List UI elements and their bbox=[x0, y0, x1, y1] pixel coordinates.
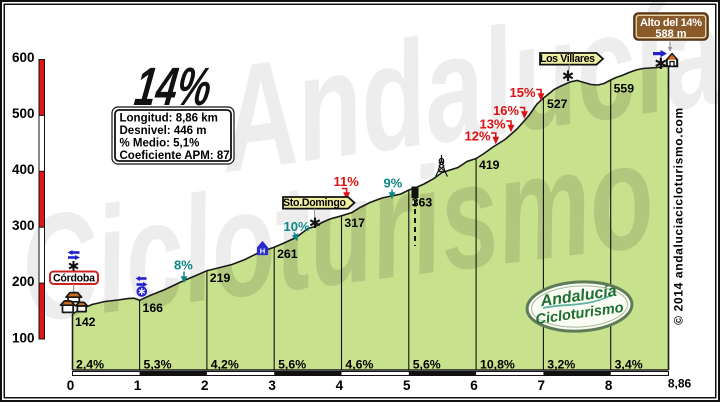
svg-text:142: 142 bbox=[75, 315, 96, 329]
svg-text:16%: 16% bbox=[493, 103, 519, 118]
svg-text:Los Villares: Los Villares bbox=[540, 53, 595, 65]
svg-text:6: 6 bbox=[470, 378, 478, 393]
svg-text:200: 200 bbox=[12, 274, 35, 289]
svg-text:0: 0 bbox=[67, 378, 75, 393]
svg-text:Córdoba: Córdoba bbox=[53, 272, 95, 284]
svg-text:3,2%: 3,2% bbox=[547, 358, 575, 372]
svg-text:300: 300 bbox=[12, 218, 35, 233]
svg-text:527: 527 bbox=[547, 97, 568, 111]
svg-text:15%: 15% bbox=[510, 85, 536, 100]
svg-text:588 m: 588 m bbox=[655, 28, 686, 40]
svg-text:4: 4 bbox=[336, 378, 344, 393]
svg-text:4,6%: 4,6% bbox=[345, 358, 373, 372]
svg-text:5,6%: 5,6% bbox=[278, 358, 306, 372]
svg-text:% Medio: 5,1%: % Medio: 5,1% bbox=[120, 138, 200, 150]
svg-text:317: 317 bbox=[344, 216, 365, 230]
svg-text:8: 8 bbox=[605, 378, 613, 393]
svg-text:2,4%: 2,4% bbox=[76, 358, 104, 372]
svg-text:11%: 11% bbox=[334, 174, 360, 189]
svg-text:3: 3 bbox=[268, 378, 276, 393]
svg-text:219: 219 bbox=[210, 271, 231, 285]
svg-text:Longitud: 8,86 km: Longitud: 8,86 km bbox=[120, 113, 218, 125]
svg-text:9%: 9% bbox=[384, 175, 403, 190]
svg-text:600: 600 bbox=[12, 50, 35, 65]
svg-text:10,8%: 10,8% bbox=[480, 358, 515, 372]
svg-text:Desnivel: 446 m: Desnivel: 446 m bbox=[120, 125, 207, 137]
svg-text:3,4%: 3,4% bbox=[615, 358, 643, 372]
svg-text:4,2%: 4,2% bbox=[211, 358, 239, 372]
svg-text:500: 500 bbox=[12, 106, 35, 121]
svg-text:5,3%: 5,3% bbox=[144, 358, 172, 372]
svg-text:8,86: 8,86 bbox=[668, 377, 692, 391]
svg-text:400: 400 bbox=[12, 162, 35, 177]
svg-text:8%: 8% bbox=[174, 257, 193, 272]
svg-text:1: 1 bbox=[134, 378, 142, 393]
svg-text:5,6%: 5,6% bbox=[413, 358, 441, 372]
svg-text:10%: 10% bbox=[284, 219, 310, 234]
svg-text:5: 5 bbox=[403, 378, 411, 393]
svg-text:2: 2 bbox=[201, 378, 209, 393]
svg-text:7: 7 bbox=[538, 378, 546, 393]
svg-text:166: 166 bbox=[143, 301, 164, 315]
svg-text:© 2014 andaluciacicloturismo.c: © 2014 andaluciacicloturismo.com bbox=[672, 107, 686, 325]
svg-text:419: 419 bbox=[479, 158, 500, 172]
svg-text:261: 261 bbox=[277, 247, 298, 261]
svg-text:H: H bbox=[260, 246, 265, 255]
svg-text:Sto.Domingo: Sto.Domingo bbox=[283, 197, 347, 209]
svg-text:13%: 13% bbox=[480, 116, 506, 131]
svg-text:100: 100 bbox=[12, 330, 35, 345]
svg-text:559: 559 bbox=[614, 82, 635, 96]
svg-text:Coeficiente APM: 87: Coeficiente APM: 87 bbox=[120, 150, 230, 162]
